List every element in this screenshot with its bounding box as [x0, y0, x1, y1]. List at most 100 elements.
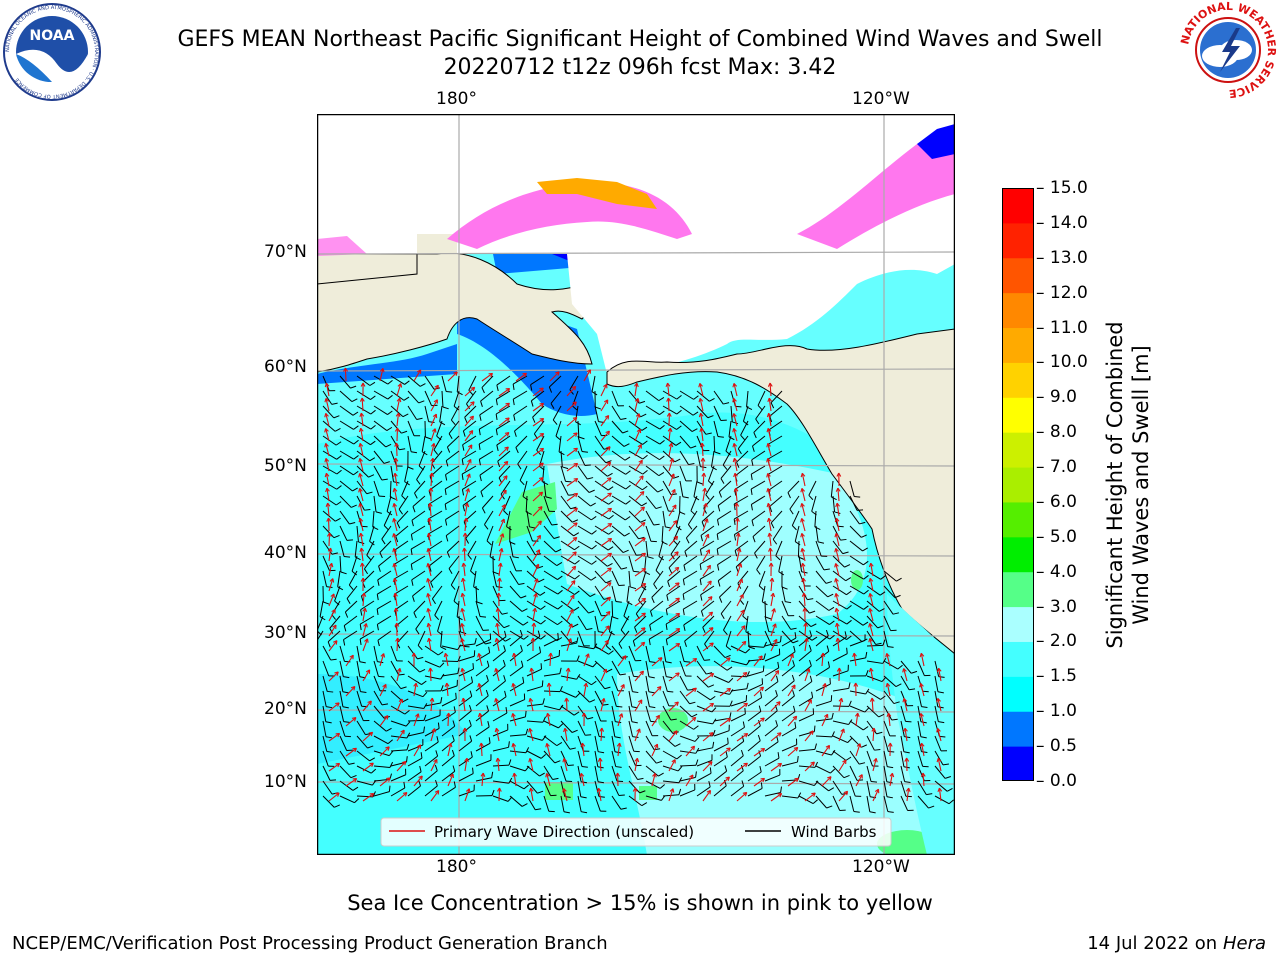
wave-direction-arrow — [328, 792, 340, 802]
wave-direction-arrow — [359, 547, 365, 562]
wind-barb — [329, 615, 341, 634]
wave-direction-arrow — [392, 577, 398, 592]
wind-barb — [456, 600, 463, 621]
wind-barb — [611, 780, 625, 796]
wind-barb — [475, 720, 490, 737]
wind-barb — [339, 765, 357, 779]
wave-direction-arrow — [461, 697, 467, 712]
colorbar-swatch — [1002, 467, 1034, 503]
colorbar-swatch — [1002, 536, 1034, 573]
wind-barb — [446, 540, 460, 558]
colorbar-tick-label: – 13.0 — [1036, 247, 1088, 268]
wave-direction-arrow — [426, 637, 432, 652]
wind-barb — [509, 710, 527, 722]
wave-direction-arrow — [668, 442, 674, 457]
wave-direction-arrow — [733, 472, 738, 487]
wave-direction-arrow — [345, 654, 354, 667]
wind-barb — [339, 750, 355, 765]
wave-direction-arrow — [668, 759, 676, 772]
wave-direction-arrow — [566, 416, 578, 427]
wind-barb — [832, 719, 853, 725]
wave-direction-arrow — [532, 534, 542, 547]
wave-direction-arrow — [498, 417, 510, 427]
wind-barb — [424, 420, 432, 440]
wave-direction-arrow — [668, 701, 679, 712]
wave-direction-arrow — [532, 593, 538, 607]
wind-barb — [377, 630, 392, 647]
wind-barb — [381, 525, 392, 545]
wind-barb — [815, 765, 836, 774]
wave-direction-arrow — [328, 732, 341, 742]
wind-barb — [849, 670, 869, 677]
wave-direction-arrow — [362, 638, 369, 652]
wave-direction-arrow — [766, 443, 772, 457]
wind-barb — [530, 375, 545, 391]
wind-barb — [543, 704, 564, 711]
wave-direction-arrow — [599, 727, 605, 742]
wave-direction-arrow — [413, 369, 422, 382]
wave-direction-arrow — [634, 627, 646, 637]
wind-barb — [594, 450, 612, 464]
wave-direction-arrow — [359, 397, 365, 412]
wind-barb — [433, 435, 443, 455]
wind-barb — [917, 705, 927, 724]
wind-barb — [730, 721, 745, 737]
wave-direction-arrow — [835, 502, 840, 517]
wind-barb — [733, 510, 749, 526]
wave-direction-arrow — [532, 607, 538, 622]
wind-barb — [815, 615, 835, 625]
wind-barb — [543, 540, 562, 553]
graticule — [317, 114, 955, 855]
wave-direction-arrow — [766, 458, 772, 472]
wave-direction-arrow — [885, 682, 891, 697]
wind-barb — [611, 555, 628, 570]
wind-barb — [781, 645, 796, 662]
wind-barb — [475, 754, 492, 767]
wind-barb — [702, 615, 715, 634]
wind-barb — [611, 705, 622, 724]
colorbar-swatch — [1002, 711, 1034, 747]
wind-barb — [377, 570, 392, 586]
wave-direction-arrow — [411, 652, 417, 667]
wave-direction-arrow — [324, 397, 330, 412]
wind-barb — [750, 465, 766, 481]
wave-direction-arrow — [632, 787, 638, 802]
wind-barb — [781, 792, 802, 799]
wind-barb — [832, 495, 841, 515]
wind-barb — [337, 570, 344, 591]
wind-barb — [526, 600, 546, 610]
wave-direction-arrow — [464, 757, 469, 772]
wave-direction-arrow — [804, 699, 812, 712]
wind-barb — [628, 705, 638, 724]
wind-barb — [560, 465, 572, 483]
wind-barb — [569, 375, 579, 395]
wind-barb — [462, 435, 477, 451]
wind-barb — [747, 641, 768, 648]
wave-direction-arrow — [562, 788, 568, 802]
wave-direction-arrow — [702, 533, 710, 547]
wind-barb — [849, 585, 869, 595]
wave-patch-3-4-f — [877, 830, 937, 855]
wind-barb — [543, 650, 561, 662]
wind-barb — [453, 390, 460, 411]
wave-direction-arrow — [835, 622, 840, 637]
wave-direction-arrow — [836, 667, 842, 682]
colorbar-tick-label: – 3.0 — [1036, 596, 1077, 617]
wind-barb — [662, 675, 674, 693]
wind-barb — [733, 525, 749, 541]
wave-direction-arrow — [699, 442, 705, 457]
wind-barb — [495, 390, 511, 406]
wave-direction-arrow — [770, 792, 783, 802]
wave-direction-arrow — [498, 387, 511, 397]
wind-barb — [594, 705, 607, 722]
wave-direction-arrow — [565, 667, 571, 682]
colorbar-tick-label: – 2.0 — [1036, 631, 1077, 652]
wave-direction-arrow — [787, 653, 794, 667]
wind-barb — [696, 705, 717, 713]
wind-barb — [662, 405, 682, 415]
wind-barb — [373, 465, 388, 481]
wind-barb — [849, 720, 869, 731]
wave-direction-arrow — [393, 457, 399, 472]
wind-barb — [475, 600, 487, 618]
wave-direction-arrow — [358, 532, 364, 547]
